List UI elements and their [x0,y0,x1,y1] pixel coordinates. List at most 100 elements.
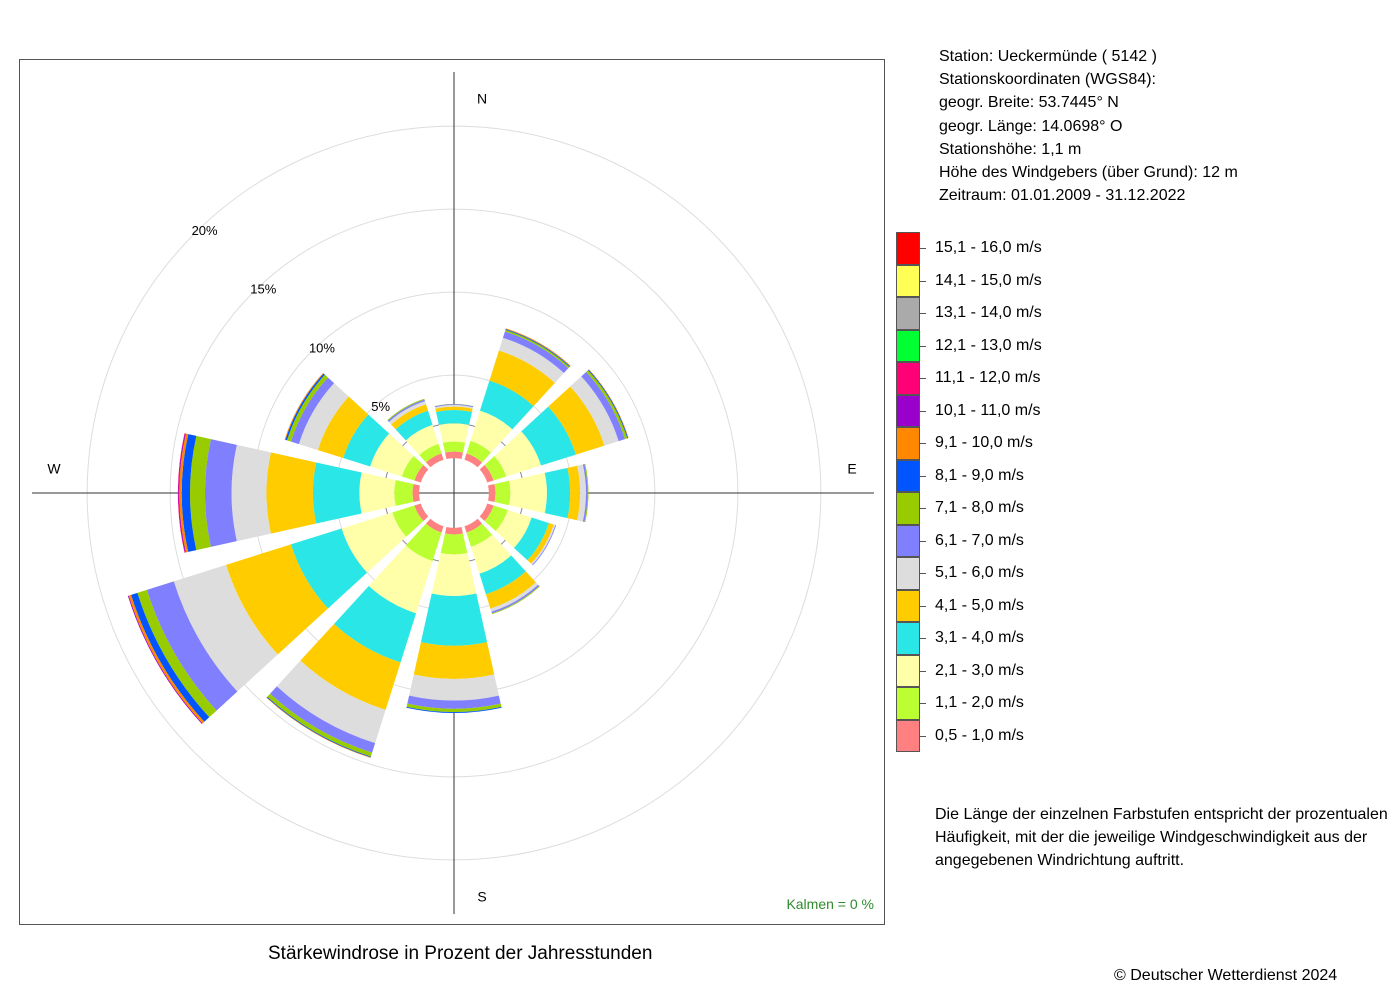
wind-segment-120deg-class-5 [527,522,554,564]
wind-segment-60deg-class-4 [521,406,576,466]
wind-segment-300deg-class-5 [317,396,369,459]
wind-segment-0deg-class-8 [434,403,474,407]
station-elevation: Stationshöhe: 1,1 m [939,140,1082,158]
wind-segment-300deg-class-6 [298,383,349,451]
wind-segment-150deg-class-4 [479,555,526,595]
legend-tick [920,280,926,282]
wind-segment-90deg-class-8 [584,463,589,523]
wind-segment-180deg-class-7 [407,695,501,709]
legend-tick [920,475,926,477]
wind-segment-240deg-class-5 [226,544,328,655]
wind-segment-150deg-class-2 [466,523,493,547]
wind-segment-210deg-class-3 [368,545,433,614]
wind-segment-270deg-class-6 [231,444,271,542]
legend-tick [920,248,926,249]
wind-segment-30deg-class-1 [464,453,483,468]
wind-segment-240deg-class-2 [392,505,424,537]
legend-item: 11,1 - 12,0 m/s [896,362,1096,395]
wind-segment-330deg-class-2 [419,443,442,463]
wind-segment-90deg-class-4 [544,467,571,519]
legend-item: 10,1 - 11,0 m/s [896,394,1096,427]
wind-segment-210deg-class-1 [425,518,444,533]
wind-segment-240deg-class-9 [131,592,210,722]
direction-label-s: S [477,889,486,905]
wind-segment-0deg-class-7 [434,404,474,408]
wind-segment-120deg-class-6 [531,524,556,565]
legend-tick [920,378,926,379]
wind-segment-0deg-class-4 [436,410,472,425]
legend-swatch [896,459,920,492]
wind-segment-30deg-class-7 [502,331,569,374]
wind-segment-300deg-class-7 [290,377,335,445]
legend-swatch [896,687,920,720]
wind-segment-90deg-class-2 [494,480,511,506]
wind-segment-240deg-class-8 [137,589,217,718]
wind-segment-270deg-class-1 [412,484,420,502]
copyright: © Deutscher Wetterdienst 2024 [1114,967,1338,984]
wind-segment-60deg-class-6 [570,376,619,446]
wind-segment-180deg-class-4 [420,593,488,646]
direction-label-n: N [477,91,487,107]
legend-swatch [896,329,920,362]
legend-item: 0,5 - 1,0 m/s [896,719,1096,752]
wind-segment-60deg-class-2 [484,455,507,481]
station-info: Station: Ueckermünde ( 5142 ) Stationsko… [939,45,1238,207]
wind-segment-330deg-class-6 [388,401,427,425]
wind-segment-180deg-class-1 [445,527,463,535]
wind-segment-330deg-class-7 [387,399,426,423]
wind-segment-60deg-class-1 [479,464,494,483]
wind-segment-180deg-class-8 [406,703,502,713]
legend-label: 4,1 - 5,0 m/s [935,596,1024,614]
legend-tick [920,313,926,314]
wind-segment-60deg-class-3 [494,431,542,477]
wind-segment-150deg-class-6 [490,582,539,612]
legend-label: 13,1 - 14,0 m/s [935,304,1042,321]
legend-item: 6,1 - 7,0 m/s [896,524,1096,557]
legend-label: 12,1 - 13,0 m/s [935,336,1042,354]
legend-swatch [896,492,920,525]
chart-title: Stärkewindrose in Prozent der Jahresstun… [268,943,653,964]
wind-segment-120deg-class-1 [479,503,494,522]
wind-segment-240deg-class-6 [173,564,278,692]
direction-label-w: W [47,461,61,477]
legend-label: 5,1 - 6,0 m/s [935,564,1024,581]
wind-segment-240deg-class-7 [146,581,238,711]
sensor-height: Höhe des Windgebers (über Grund): 12 m [939,164,1238,182]
legend-item: 5,1 - 6,0 m/s [896,557,1096,590]
wind-segment-270deg-class-9 [181,434,197,552]
legend-swatch [896,524,920,557]
legend-item: 9,1 - 10,0 m/s [896,427,1096,460]
radial-tick-label: 15% [250,282,276,297]
wind-segment-0deg-class-1 [445,451,463,459]
radial-tick-label: 20% [192,223,218,238]
wind-segment-0deg-class-5 [435,406,473,412]
wind-segment-210deg-class-5 [300,623,401,710]
legend-label: 2,1 - 3,0 m/s [935,661,1024,679]
coords-heading: Stationskoordinaten (WGS84): [939,71,1156,89]
wind-segment-30deg-class-5 [489,350,555,407]
legend-label: 10,1 - 11,0 m/s [935,401,1041,419]
legend-tick [920,508,926,509]
wind-segment-180deg-class-3 [431,552,477,596]
wind-segment-30deg-class-4 [479,380,534,430]
legend-tick [920,540,926,542]
wind-segment-30deg-class-3 [470,410,513,453]
legend-label: 14,1 - 15,0 m/s [935,271,1042,289]
wind-segment-300deg-class-8 [286,374,328,442]
calm-label: Kalmen = 0 % [786,896,874,912]
wind-segment-210deg-class-8 [267,693,373,757]
wind-segment-270deg-class-8 [190,435,211,551]
wind-segment-0deg-class-3 [438,423,470,443]
wind-segment-180deg-class-2 [440,533,468,555]
legend-tick [920,735,926,737]
legend-label: 1,1 - 2,0 m/s [935,694,1024,711]
wind-segment-150deg-class-7 [491,584,540,614]
wind-segment-270deg-class-7 [205,439,237,547]
legend-tick [920,573,926,574]
legend-item: 8,1 - 9,0 m/s [896,459,1096,492]
legend-item: 12,1 - 13,0 m/s [896,329,1096,362]
legend-item: 7,1 - 8,0 m/s [896,492,1096,525]
station-name: Station: Ueckermünde ( 5142 ) [939,48,1157,65]
wind-segment-300deg-class-1 [414,464,429,483]
wind-segment-60deg-class-5 [548,386,605,455]
